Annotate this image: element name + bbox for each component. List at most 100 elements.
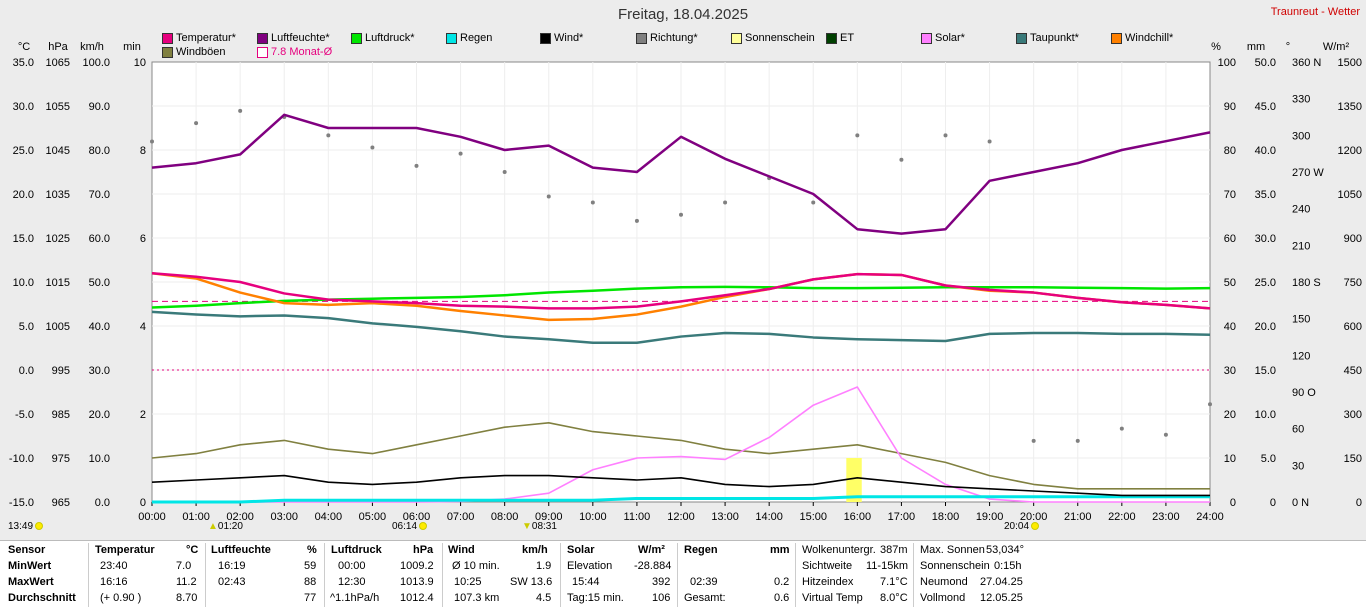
series-line-solar bbox=[152, 386, 1210, 503]
series-line-taupunkt bbox=[151, 310, 1211, 344]
legend-item[interactable]: Temperatur* bbox=[162, 32, 236, 44]
point-richtung bbox=[238, 108, 243, 113]
newmoon-label: Neumond bbox=[920, 576, 968, 588]
divider bbox=[560, 543, 561, 607]
point-richtung bbox=[150, 139, 154, 144]
heatindex-label: Hitzeindex bbox=[802, 576, 854, 588]
wind-distance: 107.3 km bbox=[454, 592, 500, 604]
fullmoon-value: 12.05.25 bbox=[980, 592, 1023, 604]
x-tick-label: 11:00 bbox=[624, 511, 651, 523]
heatindex-value: 7.1°C bbox=[880, 576, 908, 588]
press-avg-value: 1012.4 bbox=[400, 592, 434, 604]
legend-item[interactable]: Wind* bbox=[540, 32, 583, 44]
legend-item[interactable]: Taupunkt* bbox=[1016, 32, 1079, 44]
legend-label: ET bbox=[840, 32, 855, 44]
y-tick-label-wm2: 300 bbox=[1344, 409, 1362, 421]
point-richtung bbox=[502, 170, 507, 174]
legend-item[interactable]: Windchill* bbox=[1111, 32, 1173, 44]
series-line-windben bbox=[151, 421, 1210, 490]
y-tick-label-wm2: 150 bbox=[1344, 453, 1362, 465]
legend-label: 7.8 Monat-Ø bbox=[271, 46, 333, 58]
y-tick-label-kmh: 80.0 bbox=[89, 145, 110, 157]
y-tick-label-deg: 210 bbox=[1292, 240, 1310, 252]
sunrise-marker: 06:14 bbox=[392, 521, 428, 532]
hum-min-value: 59 bbox=[304, 560, 317, 572]
legend-item[interactable]: Luftfeuchte* bbox=[257, 32, 330, 44]
legend-swatch bbox=[636, 32, 647, 44]
unit-label-right: ° bbox=[1286, 41, 1290, 53]
y-tick-label-pct: 80 bbox=[1224, 145, 1236, 157]
point-richtung bbox=[811, 200, 816, 205]
unit-label-left: °C bbox=[18, 41, 30, 53]
y-tick-label-pct: 60 bbox=[1224, 233, 1236, 245]
x-tick-label: 24:00 bbox=[1196, 511, 1224, 523]
x-tick-label: 19:00 bbox=[976, 511, 1004, 523]
series-line-regen bbox=[152, 495, 1210, 504]
y-tick-label-hpa: 985 bbox=[52, 409, 70, 421]
moonset-marker: ▲01:20 bbox=[208, 521, 243, 532]
legend-swatch bbox=[1016, 32, 1027, 44]
legend-item[interactable]: Sonnenschein bbox=[731, 32, 815, 44]
y-tick-label-min: 2 bbox=[140, 409, 146, 421]
legend-label: Wind* bbox=[554, 32, 584, 44]
point-richtung bbox=[414, 163, 419, 168]
divider bbox=[795, 543, 796, 607]
divider bbox=[442, 543, 443, 607]
solar-max-time: 15:44 bbox=[572, 576, 600, 588]
y-tick-label-pct: 40 bbox=[1224, 321, 1236, 333]
y-tick-label-min: 0 bbox=[140, 497, 146, 509]
y-tick-label-wm2: 750 bbox=[1344, 277, 1362, 289]
legend-item[interactable]: Solar* bbox=[921, 32, 965, 44]
max-sun-value: 53,034° bbox=[986, 544, 1025, 556]
moonrise-marker: ▼08:31 bbox=[522, 521, 557, 532]
temp-min-value: 7.0 bbox=[176, 560, 192, 572]
press-unit: hPa bbox=[413, 544, 434, 556]
newmoon-value: 27.04.25 bbox=[980, 576, 1023, 588]
y-tick-label-mm: 35.0 bbox=[1255, 189, 1276, 201]
x-tick-label: 02:00 bbox=[226, 511, 254, 523]
y-tick-label-kmh: 50.0 bbox=[89, 277, 110, 289]
point-richtung bbox=[899, 157, 904, 162]
point-richtung bbox=[723, 200, 728, 205]
solar-max-value: 392 bbox=[652, 576, 671, 588]
y-tick-label-pct: 0 bbox=[1230, 497, 1236, 509]
legend-swatch bbox=[257, 46, 268, 58]
legend-item[interactable]: Richtung* bbox=[636, 32, 698, 44]
press-min-value: 1009.2 bbox=[400, 560, 434, 572]
sunset-label: 20:04 bbox=[1004, 521, 1030, 532]
legend-item[interactable]: Luftdruck* bbox=[351, 32, 415, 44]
chart-title: Freitag, 18.04.2025 bbox=[617, 6, 749, 23]
y-tick-label-kmh: 70.0 bbox=[89, 189, 110, 201]
x-tick-label: 07:00 bbox=[447, 511, 475, 523]
row-label-max: MaxWert bbox=[8, 576, 54, 588]
wind-max-value: SW 13.6 bbox=[510, 576, 553, 588]
x-tick-label: 16:00 bbox=[844, 511, 872, 523]
legend-item[interactable]: Windböen bbox=[162, 46, 226, 58]
y-tick-label-mm: 50.0 bbox=[1255, 57, 1276, 69]
point-richtung bbox=[1163, 432, 1168, 437]
legend-swatch bbox=[446, 32, 457, 44]
station-link[interactable]: Traunreut - Wetter bbox=[1270, 6, 1360, 18]
cloudbase-label: Wolkenuntergr. bbox=[802, 544, 876, 556]
legend-item[interactable]: 7.8 Monat-Ø bbox=[257, 46, 332, 58]
rain-total-label: Gesamt: bbox=[684, 592, 726, 604]
point-richtung bbox=[855, 133, 860, 138]
wind-10min-label: Ø 10 min. bbox=[452, 560, 500, 572]
y-tick-label-mm: 15.0 bbox=[1255, 365, 1276, 377]
legend-label: Regen bbox=[460, 32, 493, 44]
solar-day-label: Tag:15 min. bbox=[567, 592, 624, 604]
y-tick-label-mm: 10.0 bbox=[1255, 409, 1276, 421]
unit-label-right: % bbox=[1211, 41, 1221, 53]
y-tick-label-deg: 30 bbox=[1292, 460, 1304, 472]
y-tick-label-hpa: 1065 bbox=[46, 57, 70, 69]
legend-item[interactable]: ET bbox=[826, 32, 854, 44]
hum-unit: % bbox=[307, 544, 317, 556]
y-tick-label-kmh: 40.0 bbox=[89, 321, 110, 333]
legend-item[interactable]: Regen bbox=[446, 32, 492, 44]
visibility-value: 11-15km bbox=[866, 560, 908, 572]
temp-header: Temperatur bbox=[95, 544, 155, 556]
rain-header: Regen bbox=[684, 544, 718, 556]
legend-swatch bbox=[826, 32, 837, 44]
y-tick-label-celsius: 25.0 bbox=[13, 145, 34, 157]
y-tick-label-pct: 10 bbox=[1224, 453, 1236, 465]
